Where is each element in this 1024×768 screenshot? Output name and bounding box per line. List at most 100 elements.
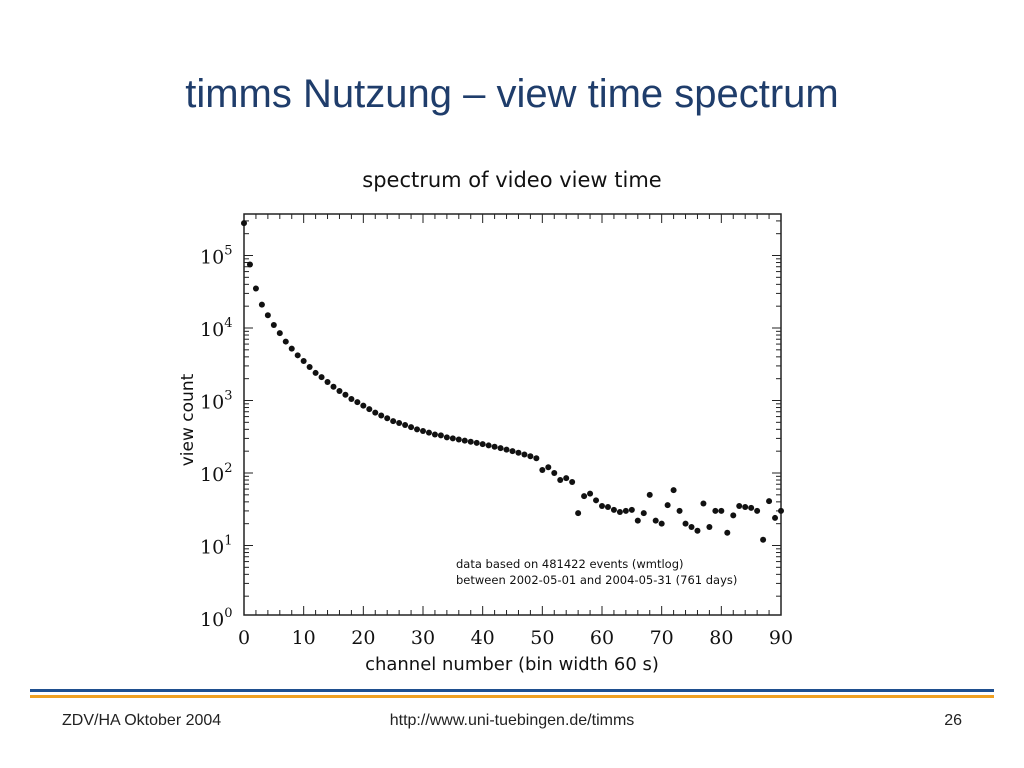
data-point [497, 445, 504, 452]
data-point [748, 504, 755, 511]
data-point [366, 406, 373, 413]
annotation-line-1: data based on 481422 events (wmtlog) [456, 557, 683, 571]
data-point [420, 427, 426, 434]
data-point [324, 378, 331, 385]
annotation-line-2: between 2002-05-01 and 2004-05-31 (761 d… [456, 573, 737, 587]
data-point [664, 502, 671, 509]
x-tick-label: 60 [590, 627, 614, 649]
data-point [706, 523, 713, 530]
data-point [610, 506, 617, 513]
data-point [312, 369, 319, 376]
data-point [694, 527, 701, 534]
data-point [330, 383, 337, 390]
data-point [575, 510, 582, 517]
data-point [425, 429, 432, 436]
data-point [622, 507, 629, 514]
data-point [473, 439, 480, 446]
data-point [288, 345, 295, 352]
data-point [348, 395, 355, 402]
data-point [658, 520, 665, 527]
data-point [360, 402, 367, 409]
data-point [539, 466, 546, 473]
plot-frame [243, 213, 782, 616]
data-point [676, 507, 683, 514]
x-tick-label: 50 [530, 627, 554, 649]
data-point [300, 358, 307, 365]
data-point [712, 507, 719, 514]
data-point [509, 448, 516, 455]
data-point [276, 330, 283, 337]
data-point [700, 500, 707, 507]
slide-title: timms Nutzung – view time spectrum [185, 72, 839, 116]
data-point [503, 446, 510, 453]
data-point [527, 453, 534, 460]
data-point [521, 451, 528, 458]
data-point [593, 497, 600, 504]
data-point [270, 321, 277, 328]
x-tick-label: 10 [292, 627, 316, 649]
data-point [563, 475, 570, 482]
data-point [294, 352, 301, 359]
data-point [390, 418, 397, 425]
data-point [384, 415, 391, 422]
page-number: 26 [944, 712, 962, 729]
data-point [437, 432, 444, 439]
y-tick-label: 104 [200, 316, 232, 341]
data-point [736, 503, 743, 510]
data-point [581, 493, 588, 500]
data-point [354, 399, 361, 406]
data-point [318, 374, 325, 381]
data-point [485, 442, 492, 449]
footer-date: ZDV/HA Oktober 2004 [62, 712, 222, 729]
y-tick-label: 101 [200, 534, 232, 559]
data-point [258, 301, 265, 308]
data-point [431, 431, 438, 438]
data-point [604, 503, 611, 510]
data-point [306, 363, 313, 370]
data-point [402, 421, 409, 428]
data-point [670, 487, 677, 494]
data-point [640, 510, 647, 517]
data-point [730, 512, 737, 519]
data-point [634, 517, 641, 524]
data-point [628, 506, 635, 513]
data-point [569, 479, 576, 486]
data-point [515, 449, 522, 456]
data-point [449, 435, 456, 442]
x-tick-label: 90 [769, 627, 793, 649]
data-point [479, 441, 486, 448]
data-point [342, 391, 349, 398]
data-point [778, 507, 784, 514]
x-tick-label: 70 [650, 627, 674, 649]
x-tick-label: 20 [351, 627, 375, 649]
data-point [264, 312, 271, 319]
data-point [688, 523, 695, 530]
data-point [467, 438, 474, 445]
data-point [766, 498, 773, 505]
data-point [557, 477, 564, 484]
y-tick-label: 103 [200, 389, 232, 414]
data-point [616, 508, 623, 515]
data-point [396, 419, 403, 426]
data-point [282, 338, 289, 345]
data-point [336, 388, 343, 395]
x-tick-label: 0 [238, 627, 250, 649]
data-point [455, 436, 462, 443]
footer-url[interactable]: http://www.uni-tuebingen.de/timms [389, 712, 635, 729]
footer-divider-orange [30, 695, 994, 698]
y-tick-label: 102 [200, 461, 232, 486]
data-point [491, 443, 498, 450]
x-tick-label: 30 [411, 627, 435, 649]
data-point [408, 424, 415, 431]
footer-divider-blue [30, 689, 994, 692]
data-point [443, 434, 450, 441]
data-point [646, 491, 653, 498]
data-point [246, 261, 253, 268]
data-point [718, 507, 725, 514]
data-point [378, 412, 385, 419]
data-point [252, 285, 259, 292]
chart-title: spectrum of video view time [362, 168, 661, 192]
x-tick-label: 80 [709, 627, 733, 649]
data-point [772, 514, 779, 521]
